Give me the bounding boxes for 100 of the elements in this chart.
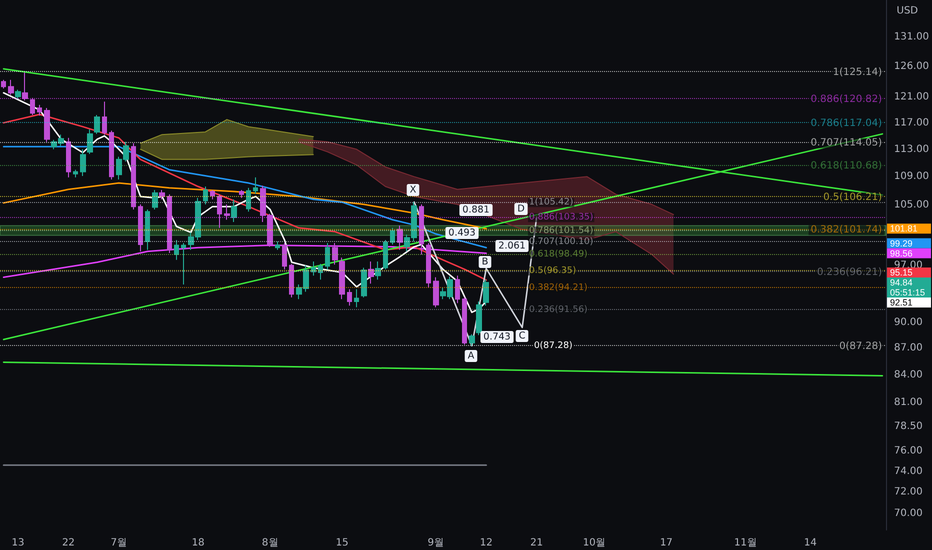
candlestick (66, 137, 71, 178)
candlestick (483, 279, 489, 306)
candlestick (383, 239, 388, 270)
candlestick (347, 288, 352, 306)
candlestick (275, 240, 280, 250)
ref-line-label: 0.786(117.04) (810, 118, 882, 130)
candlestick (159, 190, 165, 200)
candlestick (174, 239, 179, 260)
annotation: 2.061 (498, 240, 526, 252)
candlestick (138, 204, 143, 252)
y-tick-label: 84.00 (894, 369, 923, 380)
line-series (2, 244, 487, 278)
candlestick (375, 260, 381, 280)
y-tick-label: 81.00 (894, 397, 923, 408)
candlestick (15, 89, 21, 99)
candlestick (73, 169, 78, 178)
annotation: X (410, 184, 417, 196)
ref-line-label: 0.618(110.68) (810, 160, 882, 172)
candlestick (8, 79, 14, 96)
line-series (2, 146, 487, 248)
candlestick (354, 288, 359, 308)
candlestick (289, 263, 294, 298)
x-tick-label: 12 (480, 538, 493, 548)
candlestick (397, 225, 403, 250)
x-tick-label: 22 (62, 538, 75, 548)
candlestick (476, 301, 482, 336)
line-series (2, 182, 487, 230)
x-tick-label: 14 (804, 538, 817, 548)
annotation: A (468, 350, 475, 362)
candlestick (282, 242, 287, 270)
candlestick (22, 72, 28, 101)
y-tick-label: 87.00 (894, 342, 923, 354)
y-tick-label: 126.00 (894, 60, 929, 72)
y-tick-label: 131.00 (894, 31, 929, 42)
candlestick (152, 190, 158, 210)
candlestick (361, 267, 367, 298)
candlestick (224, 204, 230, 220)
line-series (140, 119, 314, 144)
candlestick (318, 263, 323, 280)
x-tick-label: 21 (530, 538, 544, 548)
x-tick-label: 13 (12, 538, 24, 548)
candlestick (455, 275, 460, 304)
text: 95.15 (890, 268, 913, 278)
candlestick (325, 242, 330, 270)
text: 99.29 (890, 238, 913, 248)
x-tick-label: 11월 (734, 538, 757, 548)
candlestick (131, 142, 136, 210)
y-tick-label: 76.00 (894, 445, 923, 456)
ref-line-label: 0.382(101.74) (810, 224, 882, 236)
annotation: 0.493 (448, 228, 476, 238)
ref-line-label: 0.236(96.21) (816, 267, 882, 278)
y-axis-title: USD (896, 6, 918, 16)
text: 92.51 (890, 298, 913, 308)
y-tick-label: 70.00 (894, 508, 923, 520)
annotation: 0.743 (483, 332, 511, 342)
candlestick (339, 257, 345, 300)
text: 94.84 (890, 278, 913, 288)
candlestick (239, 190, 244, 198)
ref-line-label: 0.5(106.21) (823, 192, 882, 203)
y-tick-label: 113.00 (894, 144, 929, 155)
candlestick (167, 194, 172, 254)
x-tick-label: 7월 (110, 538, 128, 548)
candlestick (44, 107, 50, 142)
candlestick (390, 227, 395, 246)
ref-line-label: 0.236(91.56) (529, 304, 588, 315)
candlestick (462, 296, 467, 346)
x-tick-label: 17 (660, 538, 673, 548)
y-tick-label: 121.00 (894, 92, 929, 103)
text: 101.81 (890, 224, 918, 234)
annotation: 0.881 (462, 204, 490, 216)
candlestick (253, 176, 258, 194)
annotation: C (518, 330, 526, 342)
candlestick (1, 79, 6, 89)
candlestick (426, 242, 431, 288)
candlestick (231, 198, 237, 222)
candlestick (145, 208, 150, 250)
ref-line-label: 1(105.42) (529, 198, 574, 208)
candlestick (368, 260, 374, 284)
ref-line-label: 0(87.28) (839, 341, 882, 352)
candlestick (181, 242, 186, 285)
candlestick (30, 97, 35, 116)
text: 98.56 (890, 248, 913, 258)
candlestick (433, 276, 439, 308)
candlestick (419, 204, 424, 255)
candlestick (109, 130, 114, 180)
y-tick-label: 105.00 (894, 200, 929, 211)
candlestick (217, 194, 222, 228)
candlestick (332, 242, 338, 266)
candlestick (210, 190, 215, 200)
y-tick-label: 72.00 (894, 486, 923, 498)
candlestick (37, 104, 42, 116)
y-tick-label: 78.50 (894, 420, 923, 432)
y-tick-label: 74.00 (894, 466, 923, 477)
candlestick (203, 186, 208, 205)
candlestick (94, 114, 100, 134)
line-series (2, 92, 487, 314)
candlestick (311, 260, 316, 276)
ref-line-label: 1(125.14) (832, 67, 882, 78)
candlestick (87, 128, 93, 154)
line-series (2, 114, 487, 281)
